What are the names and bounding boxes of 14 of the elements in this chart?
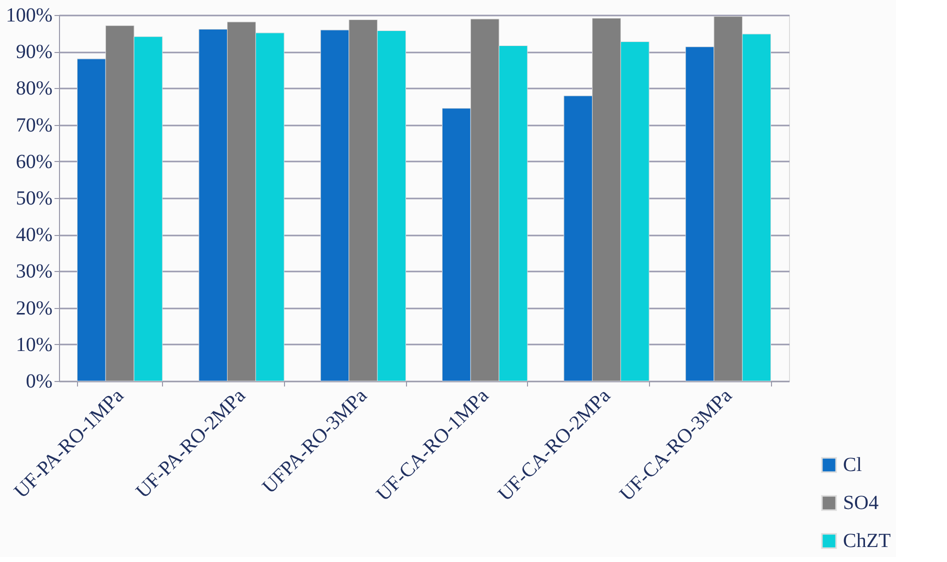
y-tick-label: 10% bbox=[16, 334, 52, 356]
y-tick-label: 50% bbox=[16, 188, 52, 210]
y-tick-label: 0% bbox=[26, 370, 52, 392]
legend-label: Cl bbox=[843, 454, 862, 476]
y-tick-label: 90% bbox=[16, 41, 52, 64]
y-tick-label: 70% bbox=[16, 114, 52, 136]
y-tick-label: 60% bbox=[16, 150, 52, 173]
legend-label: ChZT bbox=[843, 530, 891, 552]
y-tick-label: 100% bbox=[6, 4, 52, 26]
y-tick-label: 80% bbox=[16, 78, 52, 100]
y-tick-label: 20% bbox=[16, 297, 52, 320]
legend-label: SO4 bbox=[843, 492, 879, 514]
y-tick-label: 30% bbox=[16, 260, 52, 283]
y-tick-label: 40% bbox=[16, 224, 52, 246]
